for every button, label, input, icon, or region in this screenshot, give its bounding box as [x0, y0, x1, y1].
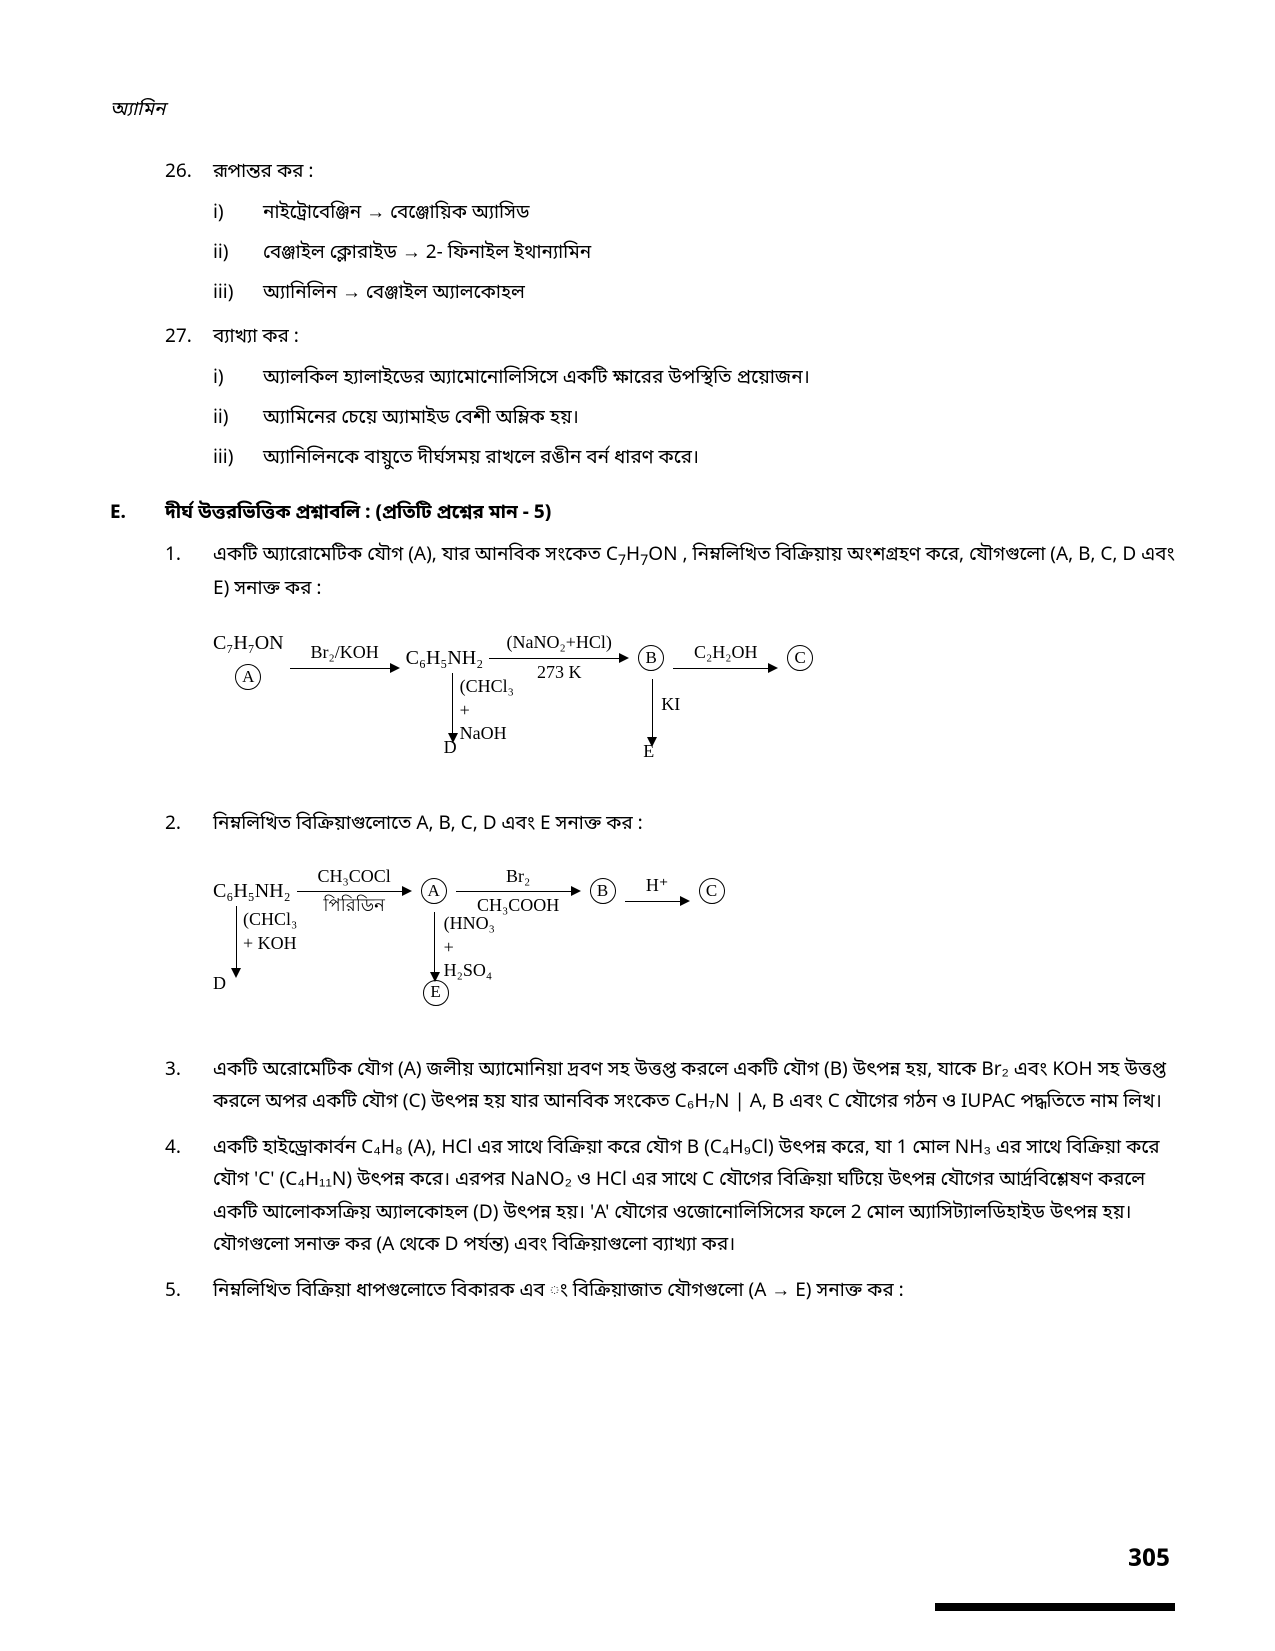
question-number: 3.	[165, 1055, 213, 1120]
section-title: দীর্ঘ উত্তরভিত্তিক প্রশ্নাবলি : (প্রতিটি…	[165, 498, 551, 530]
arrow-icon: H⁺	[625, 876, 690, 906]
compound: C₆H₅NH₂	[406, 641, 484, 675]
label-B: B	[590, 878, 616, 904]
question-text: ব্যাখ্যা কর :	[213, 322, 1175, 354]
question-number: 2.	[165, 809, 213, 1046]
section-label: E.	[110, 498, 165, 530]
question-26: 26. রূপান্তর কর : i)নাইট্রোবেঞ্জিন → বেঞ…	[110, 157, 1175, 310]
sub-num: iii)	[213, 278, 263, 310]
question-text: একটি অ্যারোমেটিক যৌগ (A), যার আনবিক সংকে…	[213, 543, 1175, 602]
reaction-diagram-2: C₆H₅NH₂ (CHCl₃ + KOH D CH₃COCl পিরিডিন	[213, 867, 1175, 1022]
sub-text: অ্যামিনের চেয়ে অ্যামাইড বেশী অম্লিক হয়…	[263, 403, 1175, 435]
arrow-down-icon	[448, 673, 458, 743]
question-number: 26.	[165, 157, 213, 310]
sub-text: অ্যানিলিন → বেঞ্জাইল অ্যালকোহল	[263, 278, 1175, 310]
question-number: 5.	[165, 1276, 213, 1308]
question-number: 1.	[165, 540, 213, 801]
question-e4: 4. একটি হাইড্রোকার্বন C₄H₈ (A), HCl এর স…	[110, 1133, 1175, 1262]
sub-text: নাইট্রোবেঞ্জিন → বেঞ্জোয়িক অ্যাসিড	[263, 198, 1175, 230]
question-number: 4.	[165, 1133, 213, 1262]
question-e3: 3. একটি অরোমেটিক যৌগ (A) জলীয় অ্যামোনিয…	[110, 1055, 1175, 1120]
label-D: D	[213, 972, 226, 995]
section-e-header: E. দীর্ঘ উত্তরভিত্তিক প্রশ্নাবলি : (প্রত…	[110, 498, 1175, 530]
page-number: 305	[1128, 1540, 1170, 1581]
arrow-down-icon	[647, 679, 657, 747]
sub-num: iii)	[213, 443, 263, 475]
label-C: C	[699, 878, 725, 904]
label-E: E	[643, 740, 654, 763]
page-bar	[935, 1603, 1175, 1611]
label-E: E	[423, 980, 449, 1006]
question-e2: 2. নিম্নলিখিত বিক্রিয়াগুলোতে A, B, C, D…	[110, 809, 1175, 1046]
question-27: 27. ব্যাখ্যা কর : i)অ্যালকিল হ্যালাইডের …	[110, 322, 1175, 475]
compound: C₆H₅NH₂	[213, 874, 291, 908]
label-B: B	[638, 645, 664, 671]
sub-num: i)	[213, 363, 263, 395]
question-text: নিম্নলিখিত বিক্রিয়া ধাপগুলোতে বিকারক এব…	[213, 1276, 1175, 1308]
question-text: একটি হাইড্রোকার্বন C₄H₈ (A), HCl এর সাথে…	[213, 1133, 1175, 1262]
sub-text: বেঞ্জাইল ক্লোরাইড → 2- ফিনাইল ইথান্যামিন	[263, 238, 1175, 270]
question-text: একটি অরোমেটিক যৌগ (A) জলীয় অ্যামোনিয়া …	[213, 1055, 1175, 1120]
sub-text: অ্যানিলিনকে বায়ুতে দীর্ঘসময় রাখলে রঙীন…	[263, 443, 1175, 475]
label-C: C	[787, 645, 813, 671]
sub-num: ii)	[213, 238, 263, 270]
question-e5: 5. নিম্নলিখিত বিক্রিয়া ধাপগুলোতে বিকারক…	[110, 1276, 1175, 1308]
question-text: রূপান্তর কর :	[213, 157, 1175, 189]
sub-num: ii)	[213, 403, 263, 435]
arrow-down-icon	[430, 912, 440, 982]
reaction-diagram-1: C₇H₇ON A Br₂/KOH C₆H₅NH₂ (CHCl₃ + NaOH	[213, 626, 1175, 776]
chapter-title: অ্যামিন	[110, 95, 1175, 127]
sub-text: অ্যালকিল হ্যালাইডের অ্যামোনোলিসিসে একটি …	[263, 363, 1175, 395]
question-number: 27.	[165, 322, 213, 475]
arrow-icon: C₂H₂OH	[673, 643, 778, 673]
compound: C₇H₇ON	[213, 626, 284, 660]
label-D: D	[444, 736, 457, 759]
label-A: A	[235, 664, 261, 690]
question-e1: 1. একটি অ্যারোমেটিক যৌগ (A), যার আনবিক স…	[110, 540, 1175, 801]
arrow-icon: Br₂/KOH	[290, 643, 400, 673]
arrow-icon: CH₃COCl পিরিডিন	[297, 867, 412, 917]
arrow-down-icon	[231, 906, 241, 978]
label-A: A	[421, 878, 447, 904]
question-text: নিম্নলিখিত বিক্রিয়াগুলোতে A, B, C, D এব…	[213, 809, 1175, 841]
arrow-icon: Br₂ CH₃COOH	[456, 867, 581, 917]
sub-num: i)	[213, 198, 263, 230]
